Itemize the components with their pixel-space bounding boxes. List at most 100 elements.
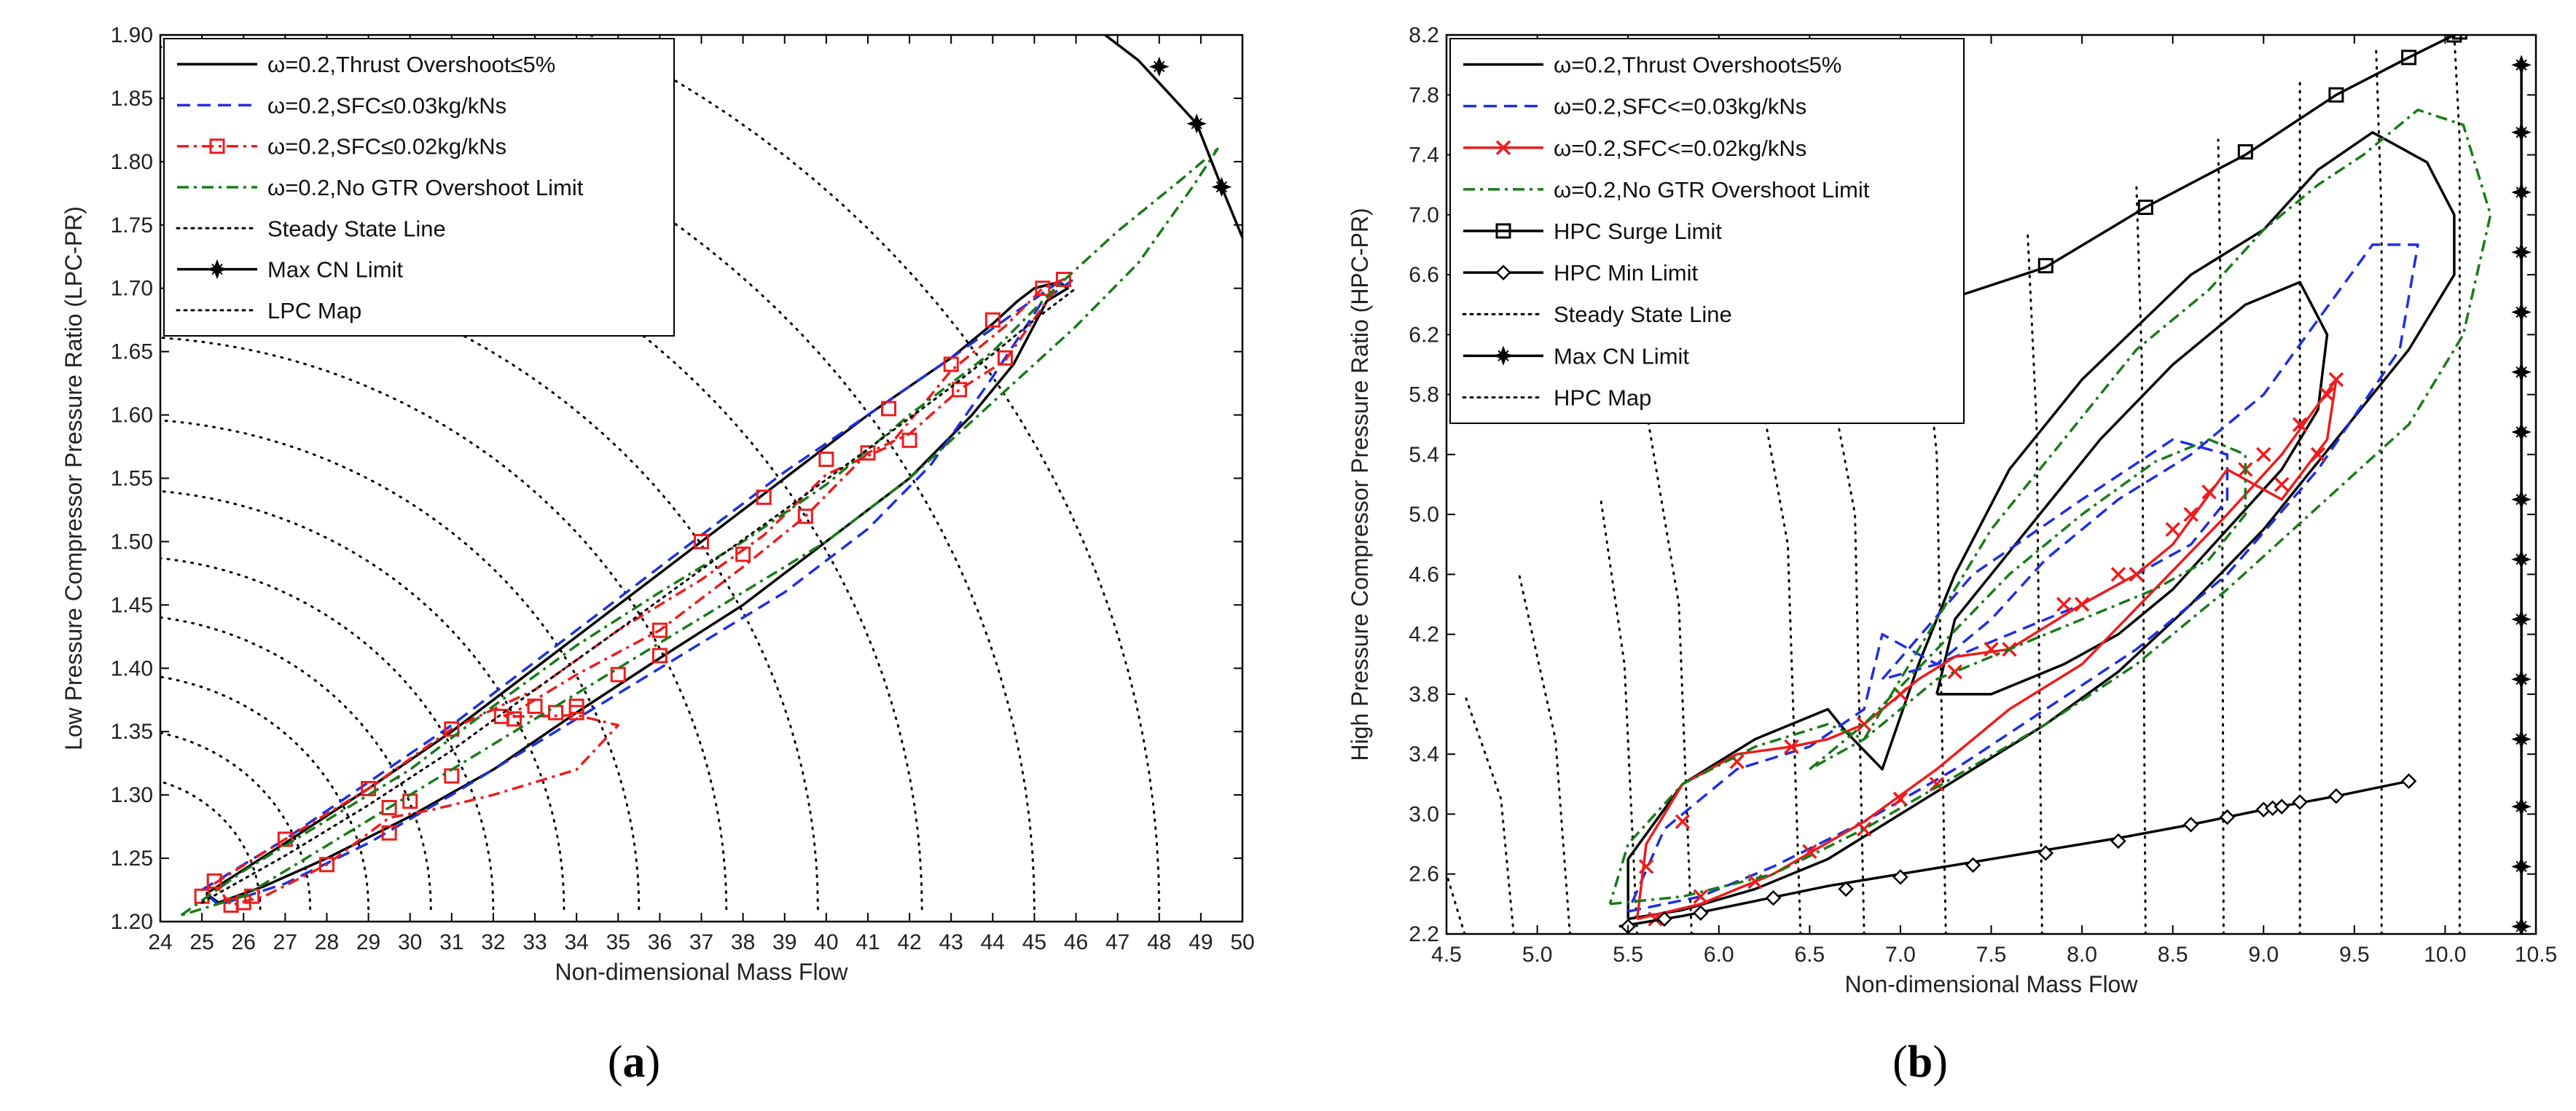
a-legend-marker-2 [209, 138, 225, 154]
b-legend: ω=0.2,Thrust Overshoot≤5% ω=0.2,SFC<=0.03… [1449, 38, 1965, 424]
a-series-2-point-14 [756, 490, 772, 506]
b-series-7-point-2 [2237, 144, 2253, 160]
a-ytick-label-0: 1.20 [111, 910, 153, 934]
a-xtick-label-19: 43 [939, 930, 963, 954]
a-xtick-label-8: 32 [481, 930, 505, 954]
a-xtick-label-16: 40 [814, 930, 838, 954]
a-ytick-label-14: 1.90 [111, 23, 153, 47]
b-series-8-point-14 [2292, 794, 2308, 810]
a-ytick-label-1: 1.25 [111, 847, 153, 871]
a-xtick-label-1: 25 [189, 930, 214, 954]
a-ytick-label-11: 1.75 [111, 213, 153, 237]
b-series-9-point-6 [2511, 549, 2532, 570]
a-series-2-point-31 [381, 825, 397, 841]
b-ytick-label-3: 3.4 [1409, 742, 1439, 766]
a-ytick-label-4: 1.40 [111, 656, 153, 680]
b-series-9-point-4 [2511, 669, 2532, 690]
b-legend-marker-7 [1493, 345, 1514, 366]
a-x-axis-label: Non-dimensional Mass Flow [555, 959, 849, 985]
a-legend-marker-5 [207, 259, 227, 280]
b-series-4-point-24 [1892, 791, 1908, 807]
b-ytick-label-5: 4.2 [1409, 623, 1439, 647]
a-series-2-point-27 [651, 648, 668, 664]
a-xtick-label-11: 35 [606, 930, 630, 954]
a-ytick-label-8: 1.60 [111, 404, 153, 428]
b-series-8-point-15 [2328, 788, 2344, 804]
a-xtick-label-10: 34 [564, 930, 588, 954]
b-xtick-label-2: 5.5 [1613, 943, 1643, 967]
b-series-8-point-4 [1838, 881, 1854, 898]
caption-b-letter: b [1908, 1037, 1933, 1087]
caption-b: (b) [1892, 1037, 1948, 1087]
a-series-2-point-17 [901, 432, 917, 448]
b-series-4-point-29 [1648, 911, 1663, 927]
a-xtick-label-12: 36 [648, 930, 672, 954]
a-map-line-4 [160, 557, 495, 911]
b-series-4-point-9 [2110, 567, 2126, 582]
b-ytick-label-4: 3.8 [1409, 683, 1439, 707]
b-series-4-point-15 [2328, 372, 2344, 388]
b-ytick-label-15: 8.2 [1409, 23, 1439, 47]
b-series-9-point-2 [2511, 796, 2532, 817]
b-ytick-label-11: 6.6 [1409, 263, 1439, 287]
b-series-4-point-26 [1802, 844, 1817, 860]
b-legend-label-7: Max CN Limit [1554, 343, 1689, 369]
b-series-9-point-14 [2511, 55, 2532, 75]
b-series-7-point-4 [2401, 50, 2417, 66]
b-map-line-2 [1518, 573, 1571, 934]
a-series-5-point-1 [1186, 113, 1207, 134]
a-series-5-point-0 [1148, 56, 1170, 77]
b-ytick-label-12: 7.0 [1409, 203, 1439, 227]
b-xtick-label-10: 9.5 [2339, 943, 2370, 967]
b-series-8-point-5 [1892, 869, 1908, 885]
b-series-4-point-1 [1675, 814, 1691, 829]
a-legend-label-5: Max CN Limit [267, 257, 403, 283]
b-series-4-point-10 [2165, 522, 2180, 537]
a-series-2-point-25 [797, 509, 813, 525]
a-map-line-6 [160, 419, 641, 911]
a-map-line-9 [160, 152, 923, 911]
a-map-line-10 [160, 46, 1036, 911]
b-ytick-label-7: 5.0 [1409, 503, 1439, 527]
b-series-4-point-11 [2201, 484, 2217, 500]
b-map-line-13 [2453, 35, 2461, 934]
b-legend-label-1: ω=0.2,SFC<=0.03kg/kNs [1554, 94, 1806, 119]
b-series-5-line [1608, 109, 2492, 906]
a-xtick-label-20: 44 [981, 930, 1005, 954]
a-xtick-label-9: 33 [522, 930, 547, 954]
a-series-2-point-4 [381, 800, 397, 816]
a-series-2-point-8 [527, 698, 543, 714]
a-series-2-point-18 [943, 356, 959, 372]
b-series-4-point-8 [2056, 597, 2072, 612]
a-xtick-label-14: 38 [731, 930, 755, 954]
a-ytick-label-6: 1.50 [111, 530, 153, 554]
a-xtick-label-26: 50 [1230, 930, 1254, 954]
a-ytick-label-5: 1.45 [111, 593, 153, 617]
b-series-7-point-6 [2451, 35, 2467, 40]
b-map-line-10 [2217, 138, 2225, 934]
b-series-9-point-3 [2511, 729, 2532, 750]
b-map-line-3 [1600, 498, 1639, 934]
b-map-line-9 [2135, 184, 2147, 934]
b-series-8-point-8 [2110, 833, 2126, 849]
a-map-line-0 [160, 780, 262, 911]
b-series-4-point-25 [1856, 821, 1872, 837]
a-series-2-point-22 [997, 350, 1013, 366]
b-xtick-label-7: 8.0 [2067, 943, 2097, 967]
a-ytick-label-3: 1.35 [111, 720, 153, 744]
a-legend-label-4: Steady State Line [267, 216, 446, 241]
a-xtick-label-5: 29 [356, 930, 380, 954]
b-series-9-point-0 [2511, 916, 2532, 934]
b-ytick-label-1: 2.6 [1409, 863, 1439, 887]
a-xtick-label-0: 24 [148, 930, 172, 954]
a-series-2-point-23 [952, 382, 968, 398]
chart-a: 24 25 26 27 28 29 30 31 32 33 34 35 36 37 38 39 40 41 42 43… [60, 23, 1255, 985]
b-map-line-8 [2026, 228, 2043, 934]
a-xtick-label-18: 42 [897, 930, 921, 954]
b-xtick-label-0: 4.5 [1431, 943, 1462, 967]
b-ytick-label-2: 3.0 [1409, 802, 1439, 826]
a-series-2-point-19 [984, 312, 1001, 328]
b-series-4-point-21 [2074, 597, 2090, 612]
b-legend-marker-2 [1495, 140, 1511, 156]
a-series-2-point-24 [860, 445, 876, 461]
